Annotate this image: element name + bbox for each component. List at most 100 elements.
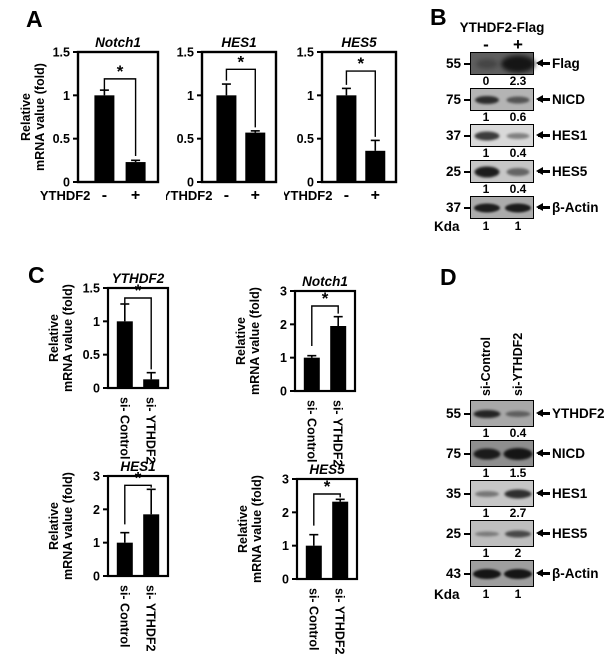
band-quantification: 1 2.7	[434, 507, 606, 520]
lane-si-control-label: si-Control	[479, 336, 493, 396]
y-tick-label: 2	[282, 506, 289, 520]
band-value: 1	[482, 426, 490, 440]
band-value: 1	[514, 219, 522, 233]
protein-band	[474, 166, 499, 177]
bar	[330, 326, 347, 390]
blot-row-NICD: 75 NICD	[434, 440, 606, 467]
mw-label: 55	[445, 406, 461, 421]
y-axis-label: mRNA value (fold)	[250, 475, 264, 583]
chart-title: YTHDF2	[112, 271, 165, 286]
blot-row-β-Actin: 37 β-Actin	[434, 196, 606, 219]
band-quantification: Kda 1 1	[434, 219, 606, 234]
blot-film	[470, 88, 534, 111]
y-tick-label: 0.5	[177, 132, 194, 146]
quantification-values: 1 2.7	[470, 507, 534, 520]
y-tick-label: 3	[280, 285, 287, 299]
quantification-values: 1 0.4	[470, 147, 534, 160]
y-axis-label: mRNA value (fold)	[61, 284, 75, 392]
panel-a-charts: 0 0.5 1 1.5 * Notch1 Relative mRNA value (fold)…	[18, 36, 406, 214]
x-category-label: si- YTHDF2	[331, 400, 345, 466]
y-tick-label: 1.5	[297, 46, 314, 60]
bar	[305, 545, 322, 578]
y-tick-label: 0	[187, 176, 194, 190]
band-value: 1	[482, 146, 490, 160]
chart-title: HES1	[120, 459, 155, 474]
molecular-weight: 25	[434, 164, 470, 179]
quantification-values: 0 2.3	[470, 75, 534, 88]
mw-label: 25	[445, 164, 461, 179]
protein-band	[474, 490, 499, 497]
significance-star: *	[135, 281, 142, 300]
mw-tick	[464, 98, 470, 101]
chart-title: Notch1	[95, 36, 141, 50]
x-axis-group-label: YTHDF2	[166, 188, 212, 203]
kda-label: Kda	[434, 587, 460, 602]
band-quantification: 1 1.5	[434, 467, 606, 480]
y-axis-label: mRNA value (fold)	[61, 472, 75, 580]
blot-row-HES1: 37 HES1	[434, 124, 606, 147]
plot-box	[320, 50, 398, 184]
chart-title: HES5	[309, 462, 345, 477]
y-tick-label: 0	[93, 570, 100, 584]
x-axis-group-label: YTHDF2	[40, 188, 91, 203]
x-category-label: si- Control	[117, 397, 131, 460]
protein-band	[504, 489, 531, 498]
y-axis-label: Relative	[47, 314, 61, 362]
mw-tick	[464, 62, 470, 65]
y-axis-label: Relative	[236, 505, 250, 553]
band-value: 1	[482, 506, 490, 520]
panel-d-blot: si-Control si-YTHDF2 55 YTHDF2 1 0.4 75 NICD 1…	[428, 258, 606, 602]
chart-title: HES5	[341, 36, 377, 50]
mw-tick	[464, 492, 470, 495]
blot-film	[470, 52, 535, 75]
x-category-label: si- Control	[306, 588, 320, 651]
mw-label: 37	[445, 128, 461, 143]
panel-b-blot: YTHDF2-Flag - + 55 Flag 0 2.3 75 NICD 1 0.6 37 HE…	[428, 0, 606, 234]
protein-label: β-Actin	[552, 200, 599, 215]
band-value: 1.5	[509, 466, 527, 480]
band-quantification: 1 0.4	[434, 183, 606, 196]
significance-star: *	[324, 477, 331, 496]
x-category-label: -	[102, 187, 107, 204]
left-arrow-icon	[536, 408, 550, 418]
bar-chart-hes1-overexpression: 0 0.5 1 1.5 * HES1 YTHDF2- +	[166, 36, 278, 204]
band-value: 2.3	[509, 74, 527, 88]
band-value: 1	[482, 466, 490, 480]
mw-label: 75	[445, 446, 461, 461]
band-value: 1	[482, 587, 490, 601]
blot-row-β-Actin: 43 β-Actin	[434, 560, 606, 587]
molecular-weight: 75	[434, 92, 470, 107]
y-axis-label: Relative	[47, 502, 61, 550]
quantification-values: 1 1.5	[470, 467, 534, 480]
significance-star: *	[322, 289, 329, 308]
blot-film	[470, 480, 534, 507]
quantification-values: 1 0.6	[470, 111, 534, 124]
mw-tick	[464, 206, 470, 209]
quantification-values: 1 0.4	[470, 183, 534, 196]
panel-d-label: D	[440, 264, 457, 290]
panel-c-label: C	[28, 262, 45, 288]
blot-film	[470, 196, 534, 219]
x-category-label: +	[251, 187, 260, 204]
protein-label: NICD	[552, 446, 585, 461]
band-quantification: 1 0.6	[434, 111, 606, 124]
x-category-label: -	[344, 187, 349, 204]
y-tick-label: 0.5	[297, 132, 314, 146]
band-value: 0.4	[509, 146, 527, 160]
protein-band	[474, 531, 499, 536]
left-arrow-icon	[536, 94, 550, 104]
y-tick-label: 0	[307, 176, 314, 190]
lane-plus-label: +	[513, 35, 523, 54]
protein-label: HES1	[552, 486, 588, 501]
molecular-weight: 55	[434, 406, 470, 421]
bar	[336, 95, 357, 181]
left-arrow-icon	[536, 568, 550, 578]
mw-tick	[464, 170, 470, 173]
lane-si-ythdf2-label: si-YTHDF2	[511, 332, 525, 396]
plot-box	[106, 286, 170, 390]
y-tick-label: 0	[63, 176, 70, 190]
blot-row-Flag: 55 Flag	[434, 52, 606, 75]
